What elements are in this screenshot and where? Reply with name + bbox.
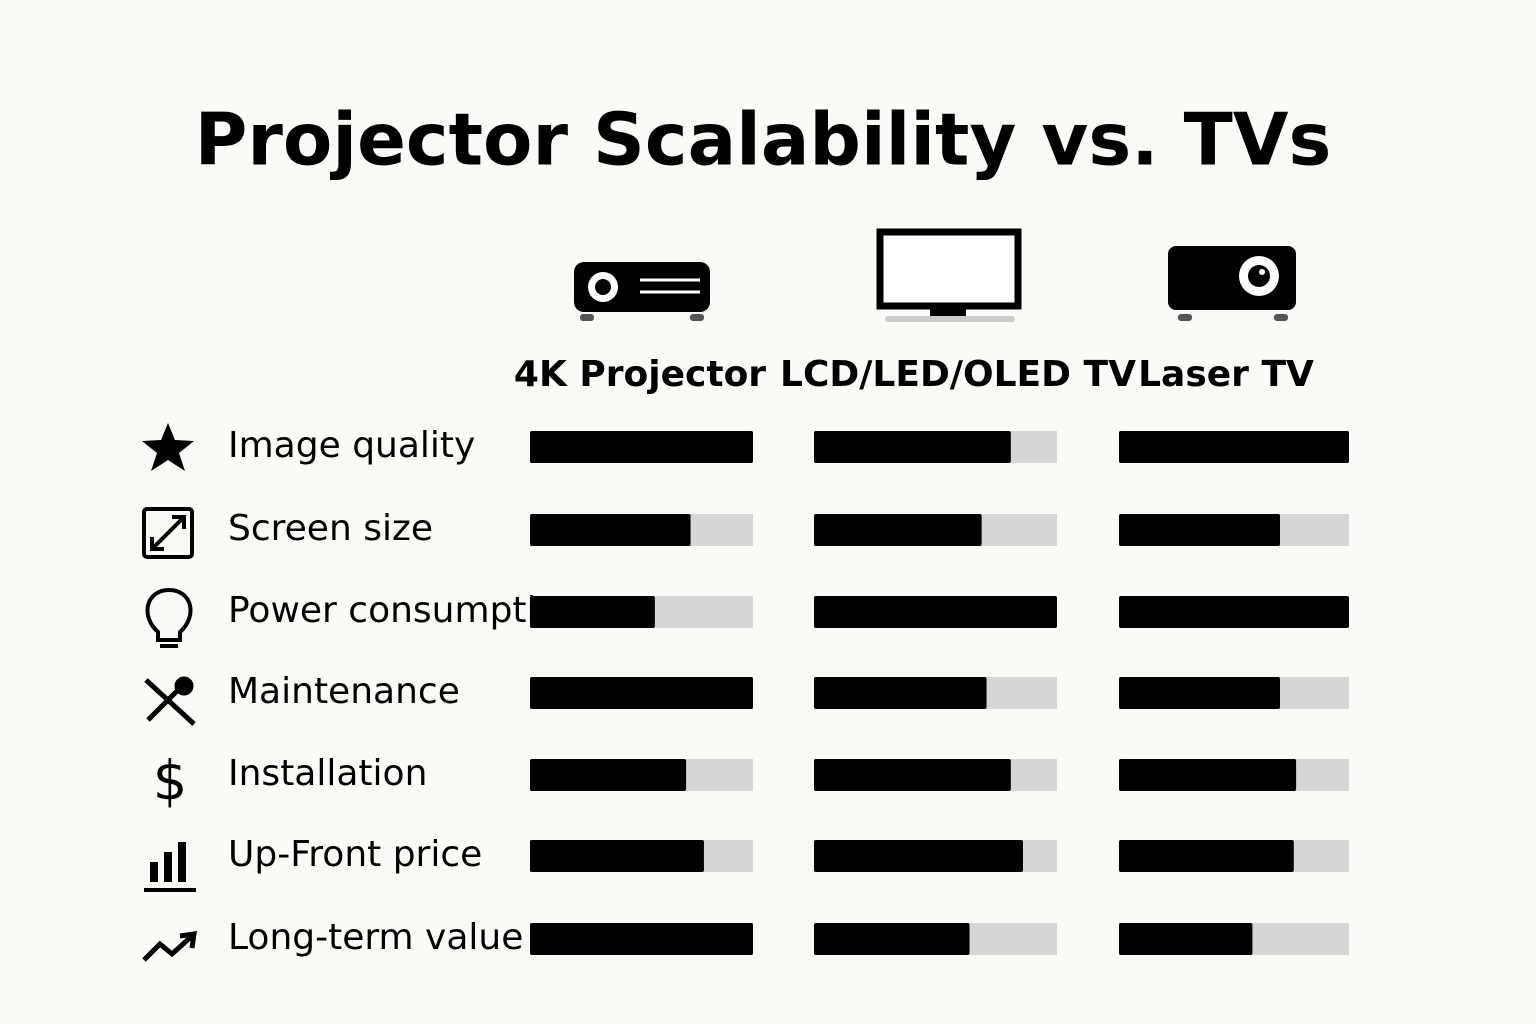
bar [1119, 759, 1297, 791]
bar [1119, 514, 1280, 546]
bar [814, 759, 1011, 791]
tv-icon [876, 228, 1022, 322]
row-label: Up-Front price [228, 834, 482, 875]
row-label: Maintenance [228, 671, 460, 712]
row-label: Installation [228, 753, 427, 794]
projector-icon [574, 262, 710, 321]
column-header: LCD/LED/OLED TV [780, 354, 1136, 395]
bar [1119, 596, 1349, 628]
bar [530, 923, 753, 955]
star-icon [142, 423, 194, 471]
bar [814, 677, 987, 709]
column-header: Laser TV [1138, 354, 1314, 395]
tools-icon [144, 676, 196, 726]
bar [530, 596, 655, 628]
bar [530, 514, 691, 546]
bar [1119, 677, 1280, 709]
row-label: Long-term value [228, 917, 523, 958]
resize-icon [142, 507, 194, 559]
trend-icon [142, 931, 197, 962]
bar [1119, 431, 1349, 463]
bar [530, 431, 753, 463]
laser-tv-icon [1168, 246, 1296, 321]
bar [530, 677, 753, 709]
bar [1119, 923, 1253, 955]
chart-title: Projector Scalability vs. TVs [195, 98, 1332, 182]
row-label: Screen size [228, 508, 433, 549]
column-header: 4K Projector [514, 354, 766, 395]
row-label: Image quality [228, 425, 475, 466]
chart-icon [144, 842, 196, 892]
dollar-icon: $ [153, 750, 187, 813]
bar [530, 759, 687, 791]
bar [814, 923, 970, 955]
bar [530, 840, 704, 872]
bar [814, 431, 1011, 463]
bar [814, 840, 1023, 872]
bar [814, 596, 1057, 628]
bar [814, 514, 982, 546]
row-label: Power consumption [228, 590, 581, 631]
bar [1119, 840, 1294, 872]
bulb-icon [145, 587, 193, 648]
